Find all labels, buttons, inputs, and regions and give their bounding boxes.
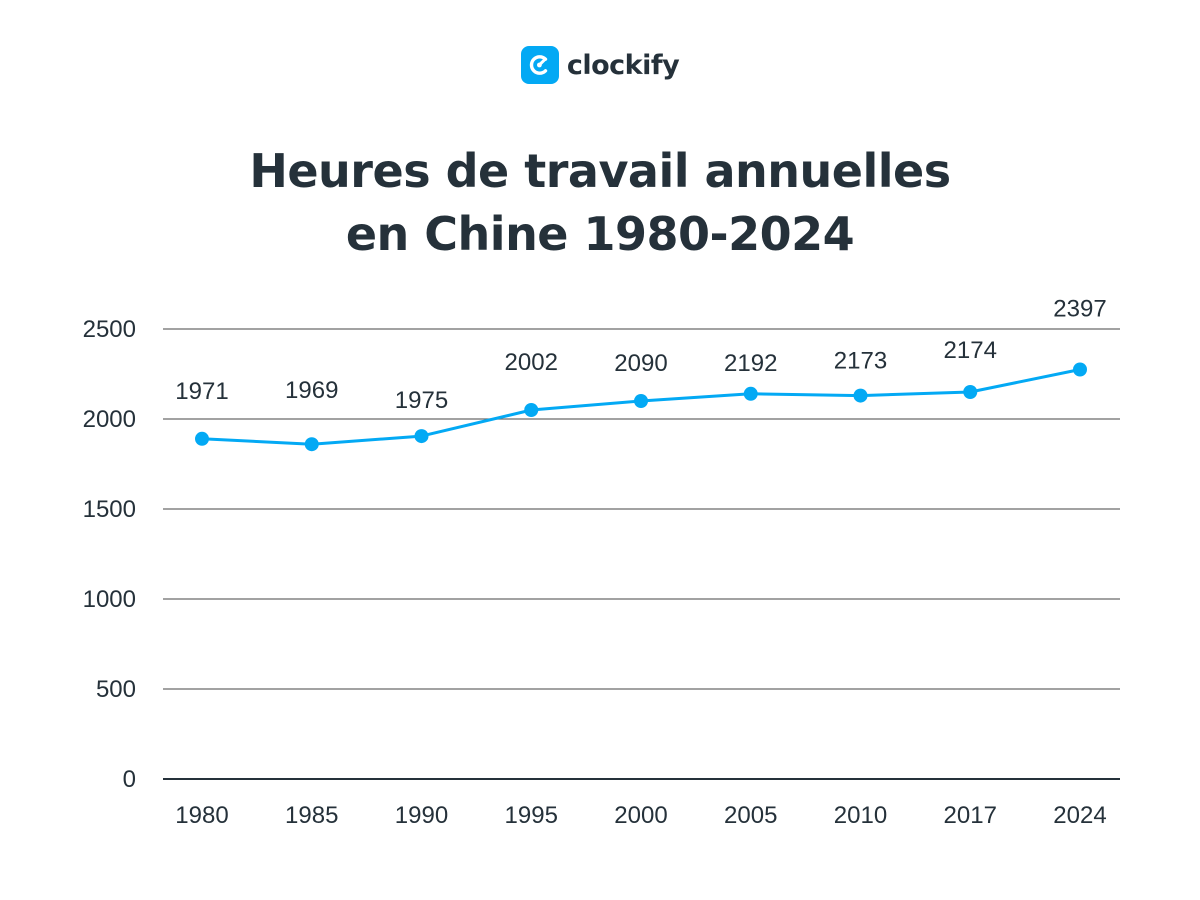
- data-point: [853, 388, 868, 403]
- x-tick-label: 2024: [1053, 802, 1106, 829]
- chart-title-line-2: en Chine 1980-2024: [345, 207, 855, 261]
- data-label: 2397: [1053, 296, 1106, 323]
- y-tick-label: 0: [123, 766, 136, 793]
- data-label: 2002: [505, 349, 558, 376]
- data-label: 2174: [944, 337, 997, 364]
- chart-title-line-1: Heures de travail annuelles: [249, 144, 951, 198]
- axes: 0 500 1000 1500 2000 2500 1980 1985 1990 1995 2000…: [83, 316, 1107, 829]
- data-label: 1969: [285, 377, 338, 404]
- y-tick-label: 1500: [83, 496, 136, 523]
- data-point: [743, 386, 758, 401]
- brand-name: clockify: [566, 49, 680, 81]
- y-tick-label: 500: [96, 676, 136, 703]
- y-tick-label: 2000: [83, 406, 136, 433]
- brand-header: clockify: [0, 46, 1200, 84]
- data-point: [304, 437, 319, 452]
- x-tick-label: 1990: [395, 802, 448, 829]
- data-label: 1971: [175, 378, 228, 405]
- data-point: [414, 429, 429, 444]
- y-tick-label: 2500: [83, 316, 136, 343]
- data-label: 2090: [614, 350, 667, 377]
- data-point: [1073, 362, 1087, 377]
- data-label: 1975: [395, 387, 448, 414]
- data-point: [634, 394, 648, 408]
- x-tick-label: 1995: [505, 802, 558, 829]
- x-tick-label: 1985: [285, 802, 338, 829]
- data-point: [963, 385, 978, 399]
- data-labels: 1971 1969 1975 2002 2090 2192 2173 2174 2397: [175, 296, 1106, 415]
- gridlines: [163, 328, 1120, 780]
- data-point: [524, 403, 539, 417]
- x-tick-label: 2005: [724, 802, 777, 829]
- series: [195, 362, 1087, 452]
- data-label: 2173: [834, 348, 887, 375]
- x-tick-label: 2010: [834, 802, 887, 829]
- x-tick-label: 1980: [175, 802, 228, 829]
- data-label: 2192: [724, 350, 777, 377]
- x-tick-label: 2000: [614, 802, 667, 829]
- clockify-logo-icon: [520, 46, 559, 84]
- x-tick-label: 2017: [944, 802, 997, 829]
- chart-title: Heures de travail annuelles en Chine 198…: [100, 140, 1100, 266]
- data-point: [195, 431, 209, 446]
- y-tick-label: 1000: [83, 586, 136, 613]
